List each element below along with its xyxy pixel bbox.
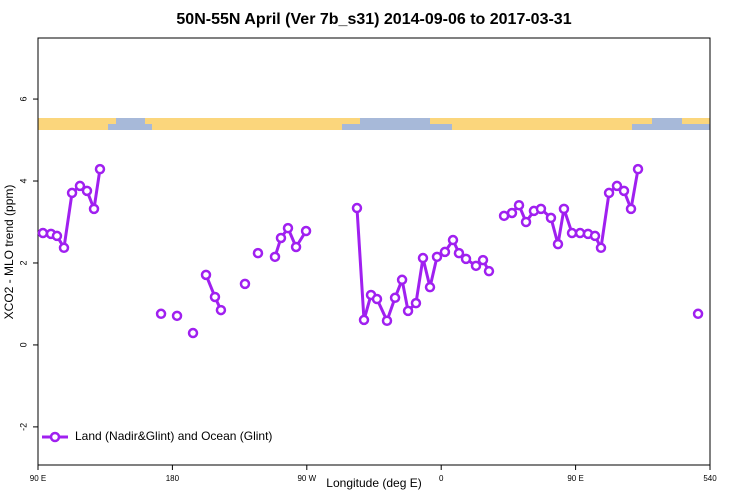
land-ocean-strip [38, 118, 710, 130]
point [371, 293, 383, 305]
chart-title: 50N-55N April (Ver 7b_s31) 2014-09-06 to… [176, 11, 571, 28]
point [595, 242, 607, 254]
point [447, 234, 459, 246]
y-tick-label: 6 [18, 97, 28, 102]
point [545, 212, 557, 224]
point [477, 254, 489, 266]
point [187, 327, 199, 339]
y-tick-label: -2 [18, 423, 28, 431]
y-tick-label: 4 [18, 179, 28, 184]
point [483, 265, 495, 277]
point [625, 203, 637, 215]
point [269, 251, 281, 263]
point [558, 203, 570, 215]
point [402, 305, 414, 317]
point [589, 230, 601, 242]
point [470, 260, 482, 272]
point [460, 253, 472, 265]
point [282, 222, 294, 234]
x-axis-label: Longitude (deg E) [326, 476, 421, 490]
x-tick-label: 540 [703, 474, 717, 483]
point [618, 185, 630, 197]
point [611, 180, 623, 192]
point [252, 247, 264, 259]
point [552, 238, 564, 250]
point [239, 278, 251, 290]
x-tick-label: 90 E [30, 474, 46, 483]
point [439, 246, 451, 258]
point [275, 232, 287, 244]
point [603, 187, 615, 199]
point [88, 203, 100, 215]
point [171, 310, 183, 322]
point [155, 308, 167, 320]
point [290, 241, 302, 253]
point [300, 225, 312, 237]
point [200, 269, 212, 281]
point [37, 227, 49, 239]
point [632, 163, 644, 175]
x-tick-label: 180 [166, 474, 180, 483]
point [431, 251, 443, 263]
point [424, 281, 436, 293]
x-tick-label: 90 E [567, 474, 583, 483]
point [81, 185, 93, 197]
point [410, 297, 422, 309]
point [381, 315, 393, 327]
y-axis-label: XCO2 - MLO trend (ppm) [2, 185, 16, 320]
legend-label: Land (Nadir&Glint) and Ocean (Glint) [75, 429, 272, 443]
point [566, 227, 578, 239]
x-tick-label: 90 W [297, 474, 316, 483]
point [358, 314, 370, 326]
point [94, 163, 106, 175]
plot-frame [37, 37, 711, 466]
point [66, 187, 78, 199]
x-tick-label: 0 [439, 474, 444, 483]
point [209, 291, 221, 303]
point [535, 203, 547, 215]
point [215, 304, 227, 316]
point [506, 207, 518, 219]
legend-marker [49, 431, 61, 443]
point [513, 199, 525, 211]
point [58, 242, 70, 254]
point [351, 202, 363, 214]
point [453, 247, 465, 259]
point [520, 216, 532, 228]
point [74, 180, 86, 192]
y-tick-label: 0 [18, 342, 28, 347]
point [417, 252, 429, 264]
point [51, 230, 63, 242]
point [389, 292, 401, 304]
point [396, 274, 408, 286]
point [692, 308, 704, 320]
y-tick-label: 2 [18, 260, 28, 265]
